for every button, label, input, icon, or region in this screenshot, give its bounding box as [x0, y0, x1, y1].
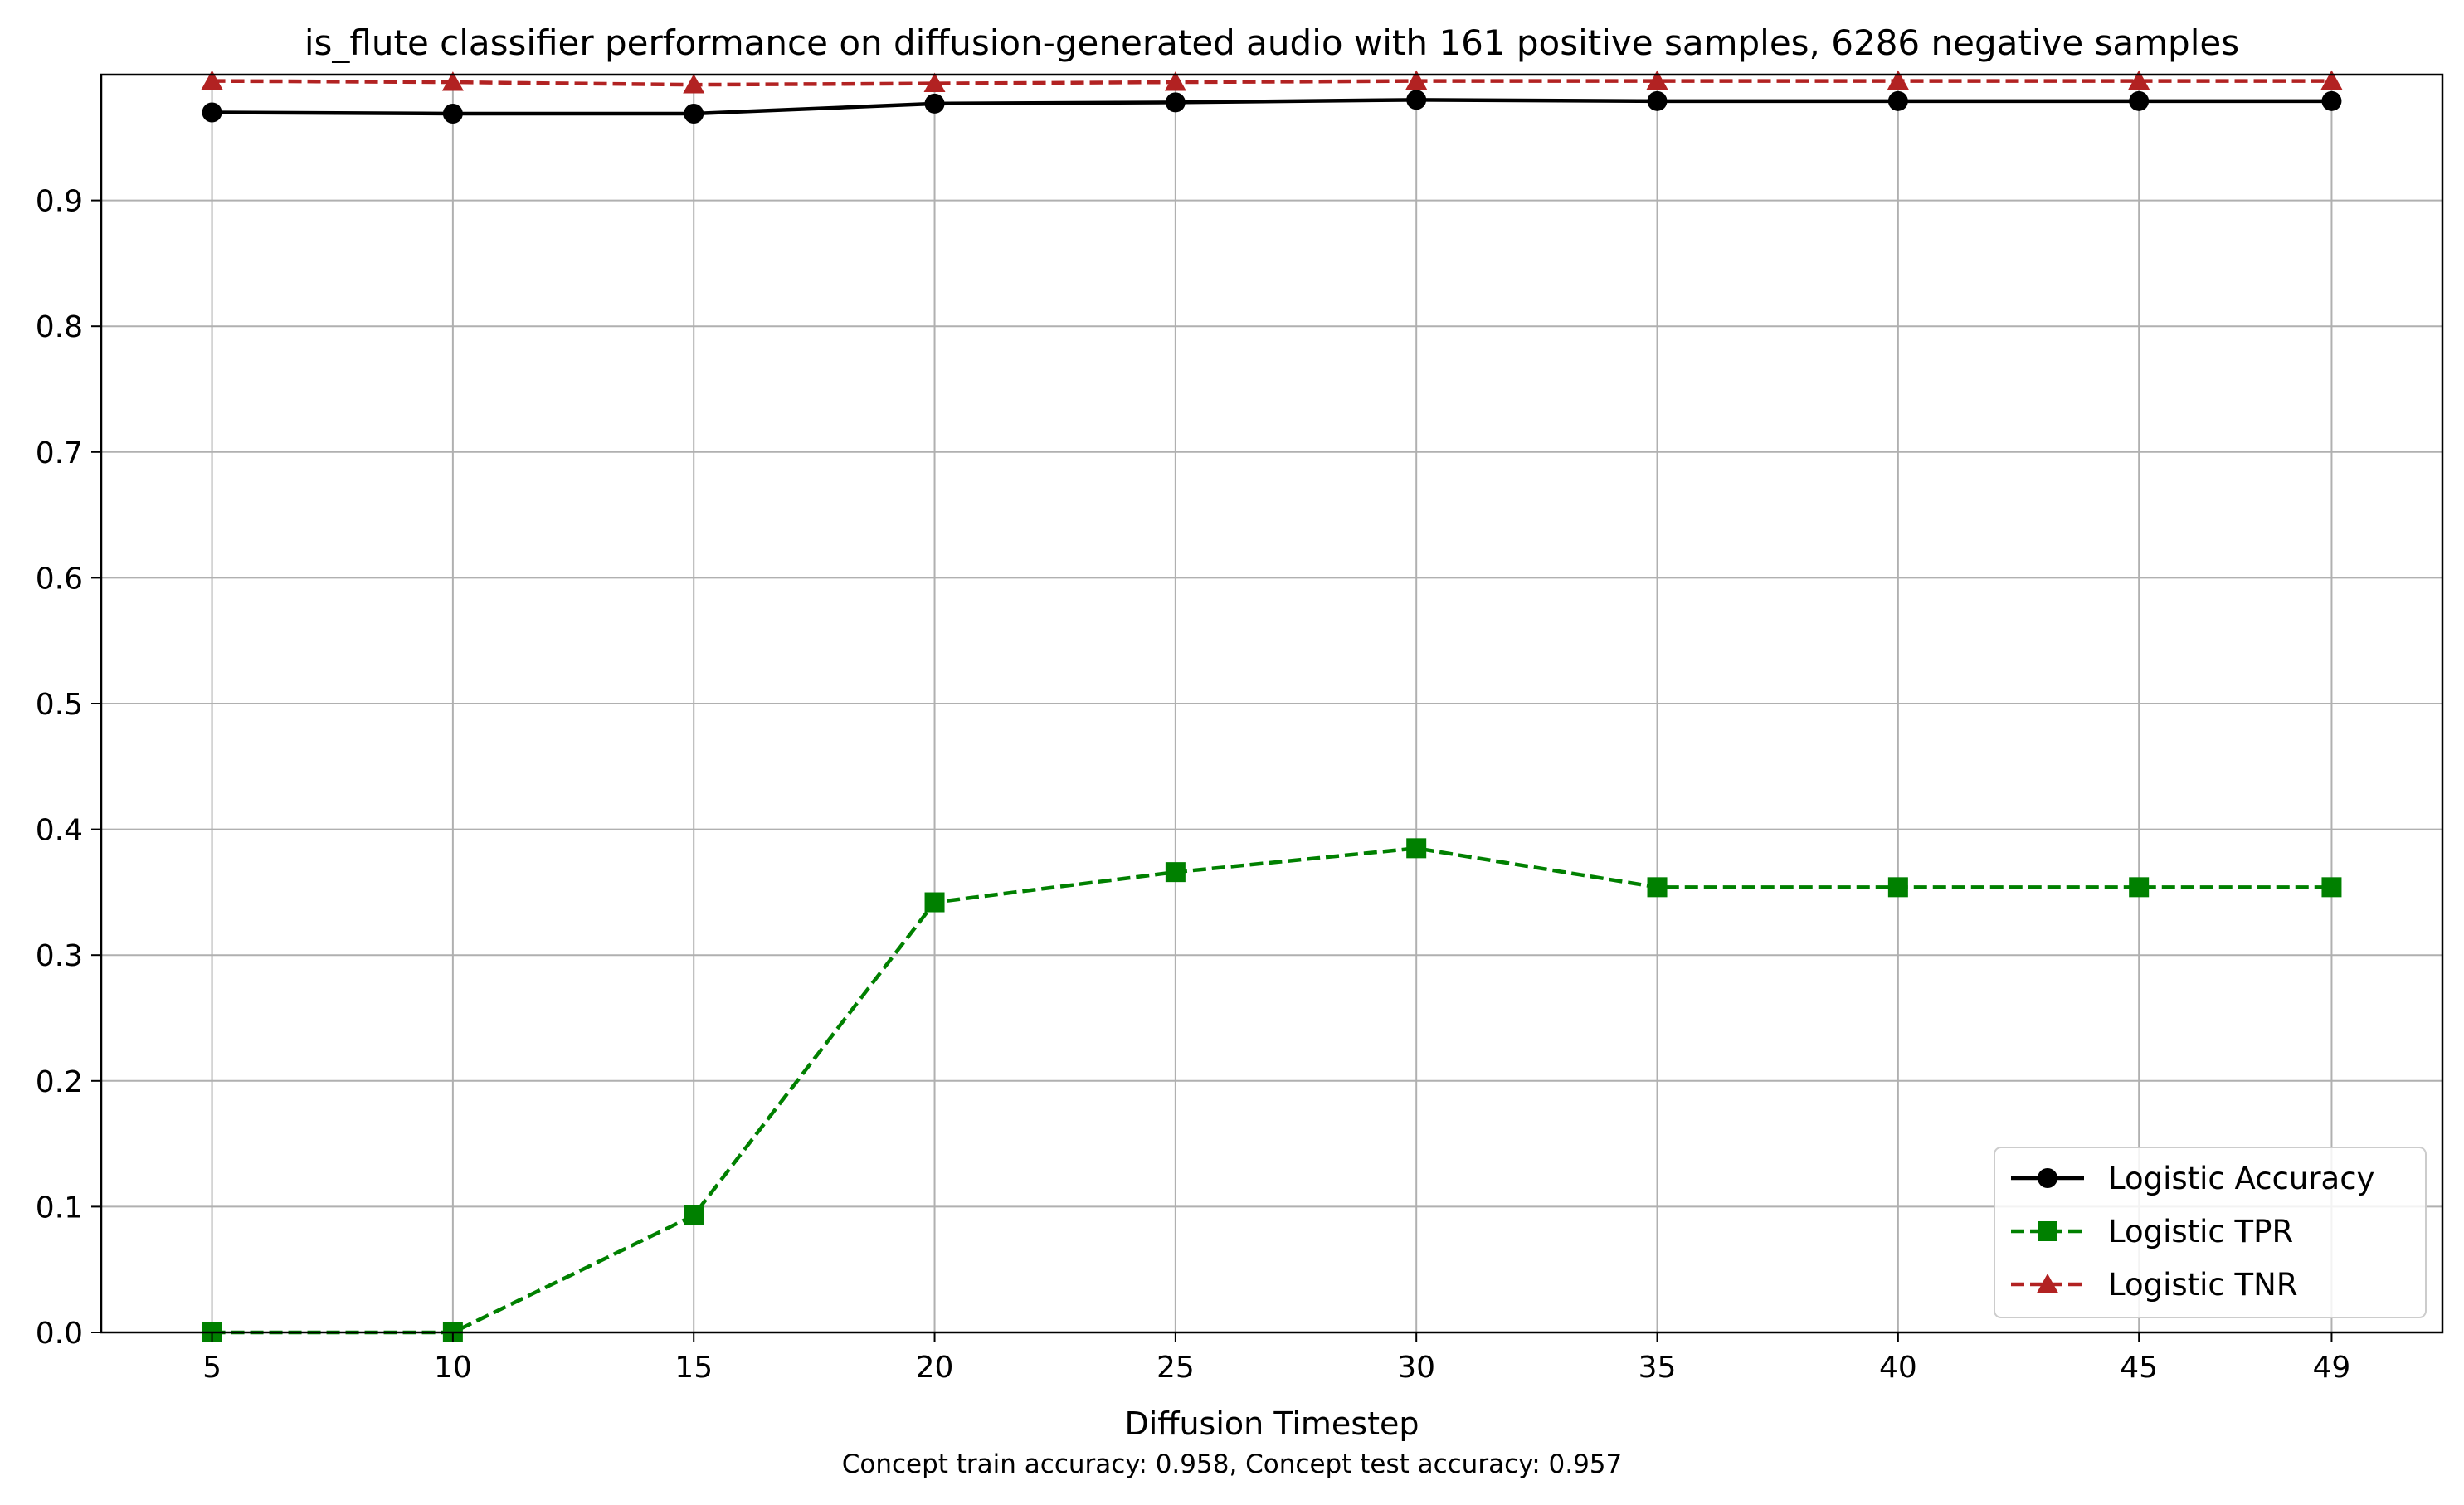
data-point	[2129, 877, 2150, 898]
data-point	[1406, 90, 1427, 110]
data-point	[1887, 877, 1908, 898]
x-tick-label: 35	[1639, 1351, 1677, 1385]
grid-lines	[101, 75, 2442, 1332]
data-point	[1165, 92, 1186, 113]
x-tick-label: 15	[674, 1351, 713, 1385]
chart-title: is_flute classifier performance on diffu…	[304, 22, 2239, 63]
series-logistic-tnr	[201, 70, 2343, 94]
legend-item: Logistic TPR	[2011, 1214, 2293, 1249]
data-point	[2321, 90, 2342, 111]
x-tick-label: 40	[1879, 1351, 1917, 1385]
data-point	[684, 103, 704, 124]
data-point	[1165, 862, 1186, 883]
data-point	[201, 70, 223, 90]
data-point	[2321, 877, 2342, 898]
legend-box	[1994, 1147, 2427, 1318]
data-point	[683, 74, 705, 94]
y-tick-label: 0.1	[36, 1191, 83, 1225]
data-point	[442, 103, 463, 124]
y-tick-label: 0.6	[36, 562, 83, 596]
y-tick-label: 0.2	[36, 1065, 83, 1099]
legend-label: Logistic TPR	[2108, 1214, 2293, 1249]
series-line	[212, 79, 2332, 87]
x-tick-label: 30	[1397, 1351, 1435, 1385]
x-tick-label: 5	[202, 1351, 222, 1385]
data-point	[202, 102, 222, 123]
data-point	[1647, 90, 1668, 111]
legend-label: Logistic Accuracy	[2108, 1161, 2374, 1196]
data-point	[1647, 877, 1668, 898]
legend-label: Logistic TNR	[2108, 1267, 2298, 1303]
data-point	[1646, 70, 1668, 90]
y-tick-label: 0.0	[36, 1317, 83, 1351]
y-tick-label: 0.4	[36, 814, 83, 848]
y-tick-label: 0.9	[36, 185, 83, 219]
x-tick-label: 25	[1157, 1351, 1195, 1385]
data-point	[2128, 70, 2150, 90]
series-logistic-tpr	[202, 838, 2342, 1342]
data-point	[1887, 90, 1908, 111]
data-point	[924, 892, 945, 913]
data-point	[441, 71, 464, 91]
x-tick-label: 10	[434, 1351, 472, 1385]
data-point	[1164, 71, 1186, 91]
legend-marker	[2037, 1274, 2058, 1293]
legend-marker	[2038, 1221, 2057, 1241]
x-tick-label: 20	[916, 1351, 954, 1385]
series-line	[212, 846, 2332, 1335]
data-point	[923, 72, 946, 93]
data-point	[1406, 838, 1427, 859]
legend-item: Logistic Accuracy	[2011, 1161, 2374, 1196]
data-point	[1405, 70, 1428, 90]
y-tick-label: 0.5	[36, 688, 83, 722]
y-tick-label: 0.3	[36, 939, 83, 973]
x-axis-label: Diffusion Timestep	[1124, 1405, 1419, 1442]
data-point	[2320, 70, 2343, 90]
y-tick-label: 0.8	[36, 310, 83, 344]
data-point	[924, 93, 945, 114]
x-tick-label: 45	[2120, 1351, 2158, 1385]
series-line	[212, 98, 2332, 116]
legend: Logistic Accuracy Logistic TPR Logistic TN…	[1994, 1147, 2427, 1318]
legend-item: Logistic TNR	[2011, 1267, 2298, 1303]
series-layer	[201, 70, 2343, 1342]
legend-marker	[2038, 1168, 2057, 1188]
y-tick-label: 0.7	[36, 436, 83, 470]
y-axis-ticks: 0.0 0.1 0.2 0.3 0.4 0.5 0.6 0.7 0.8 0.9	[36, 185, 101, 1351]
data-point	[1887, 70, 1909, 90]
series-logistic-accuracy	[202, 90, 2342, 124]
data-point	[2129, 90, 2150, 111]
data-point	[684, 1205, 704, 1226]
x-tick-label: 49	[2313, 1351, 2351, 1385]
chart-caption: Concept train accuracy: 0.958, Concept t…	[842, 1449, 1623, 1479]
x-axis-ticks: 5 10 15 20 25 30 35 40 45 49	[202, 1332, 2350, 1385]
